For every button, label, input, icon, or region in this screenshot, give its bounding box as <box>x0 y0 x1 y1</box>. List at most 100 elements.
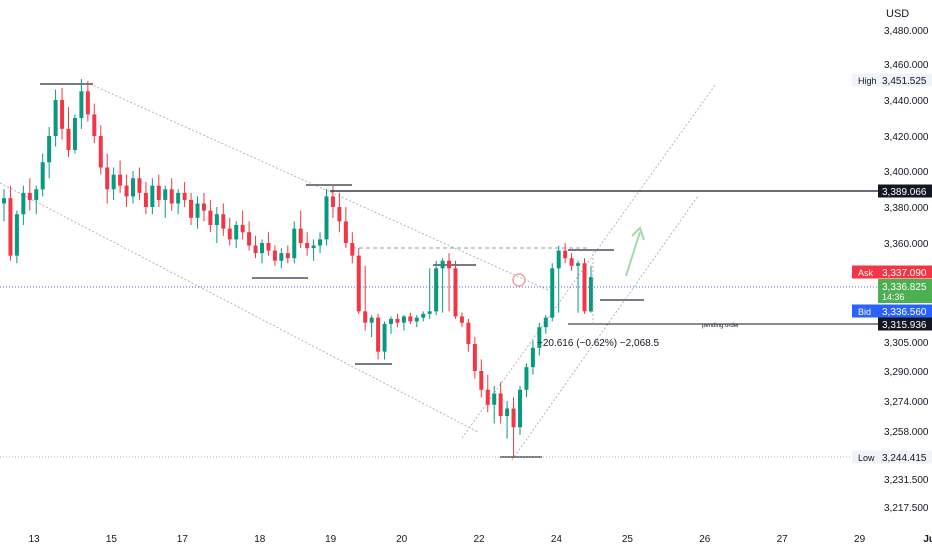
currency-label: USD <box>886 8 909 20</box>
rising-channel-lower <box>511 195 699 461</box>
candle <box>498 393 503 416</box>
candle <box>401 316 406 323</box>
time-axis[interactable]: 131517181920222425262729Jul234689 <box>28 534 932 545</box>
candle <box>201 203 206 211</box>
measurement-readout: −20.616 (−0.62%) −2,068.5 <box>537 338 659 349</box>
candle <box>118 174 123 186</box>
candle <box>169 189 174 204</box>
candle <box>356 255 361 312</box>
candle <box>189 199 194 218</box>
pending-order-value: 3,315.936 <box>882 320 927 331</box>
high-label: High <box>858 76 877 86</box>
candle <box>434 268 439 312</box>
candle <box>376 317 381 352</box>
price-axis[interactable]: USD 3,480.000 3,460.000 3,440.000 3,420.000… <box>884 8 929 514</box>
candle <box>408 316 413 322</box>
overlay-layer: pending order −20.616 (−0.62%) −2,068.5 <box>0 190 878 349</box>
candle <box>14 214 19 256</box>
candle <box>156 185 161 200</box>
candle <box>34 189 39 200</box>
high-tag <box>878 73 932 87</box>
candle <box>588 277 593 312</box>
candle <box>111 174 116 190</box>
candle <box>234 225 239 240</box>
candle <box>92 114 97 136</box>
candle <box>105 167 110 190</box>
low-label: Low <box>858 453 875 463</box>
pending-order-tag <box>878 317 932 331</box>
candle <box>227 228 232 240</box>
candle <box>363 311 368 323</box>
candle <box>318 239 323 246</box>
candle <box>143 192 148 207</box>
candle <box>279 253 284 261</box>
forecast-arrow-icon <box>625 226 645 277</box>
price-tick-label: 3,217.500 <box>884 503 929 514</box>
candle <box>421 313 426 318</box>
resistance-tag <box>878 184 932 198</box>
bid-label-box <box>852 304 878 318</box>
candles-layer <box>2 79 593 458</box>
candle <box>311 245 316 249</box>
bid-tag <box>878 304 932 318</box>
candle <box>550 268 555 318</box>
price-tick-label: 3,440.000 <box>884 96 929 107</box>
candle <box>98 136 103 168</box>
candle <box>272 250 277 261</box>
low-label-box <box>852 450 878 464</box>
candle <box>85 91 90 115</box>
candle <box>447 260 452 269</box>
ask-value: 3,337.090 <box>882 268 927 279</box>
price-tags-layer: 3,451.525 High 3,389.066 3,337.090 Ask 3,336.… <box>852 73 932 464</box>
candle <box>543 317 548 328</box>
candle <box>21 192 26 215</box>
high-label-box <box>852 73 878 87</box>
candle <box>195 203 200 218</box>
candle <box>214 214 219 225</box>
candle <box>292 228 297 259</box>
bid-value: 3,336.560 <box>882 307 927 318</box>
candle-countdown: 14:36 <box>882 292 905 302</box>
candle <box>505 408 510 416</box>
candle <box>427 311 432 314</box>
candle <box>556 250 561 269</box>
candle <box>337 207 342 222</box>
alert-marker-icon <box>512 273 526 287</box>
candle <box>350 243 355 256</box>
price-tick-label: 3,258.000 <box>884 427 929 438</box>
candle <box>253 245 258 254</box>
candle <box>53 100 58 136</box>
candle <box>305 243 310 249</box>
candle <box>47 136 52 163</box>
candle <box>324 196 329 240</box>
candle <box>537 327 542 348</box>
candle <box>466 322 471 344</box>
candle <box>395 318 400 323</box>
candle <box>221 214 226 229</box>
time-tick-label: 22 <box>473 534 485 545</box>
time-tick-label: 27 <box>777 534 789 545</box>
candle <box>27 192 32 200</box>
time-tick-label: 20 <box>396 534 408 545</box>
price-tick-label: 3,460.000 <box>884 60 929 71</box>
candle <box>330 196 335 207</box>
ask-label-box <box>852 265 878 279</box>
channel-lower-line <box>0 182 479 433</box>
candle <box>266 243 271 251</box>
candle <box>285 253 290 259</box>
price-tick-label: 3,480.000 <box>884 26 929 37</box>
candle <box>582 263 587 312</box>
time-tick-label: 29 <box>854 534 866 545</box>
ask-label: Ask <box>858 268 874 278</box>
candle <box>440 260 445 269</box>
candle <box>150 185 155 207</box>
time-tick-label: 25 <box>622 534 634 545</box>
candle <box>298 228 303 243</box>
price-tick-label: 3,400.000 <box>884 167 929 178</box>
candle <box>8 198 13 256</box>
candle <box>176 192 181 204</box>
candle <box>343 221 348 243</box>
candle <box>518 389 522 428</box>
